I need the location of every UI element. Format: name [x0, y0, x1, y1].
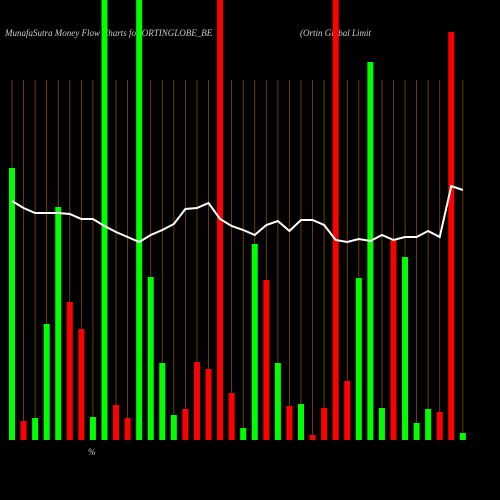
bar	[78, 329, 85, 440]
bar	[378, 408, 385, 440]
bar	[32, 418, 39, 440]
bar	[436, 412, 443, 440]
bar	[309, 435, 316, 440]
bar	[101, 0, 108, 440]
bar	[170, 415, 177, 440]
bar	[367, 62, 374, 440]
bar	[55, 207, 62, 440]
bar	[240, 428, 247, 440]
bar	[459, 433, 466, 440]
bar	[205, 369, 212, 440]
bar	[43, 324, 50, 440]
bar	[9, 168, 15, 440]
bar	[66, 302, 73, 440]
note: %	[88, 447, 96, 457]
bar	[251, 244, 258, 440]
bar	[274, 363, 281, 440]
bar	[286, 406, 293, 440]
bar	[193, 362, 200, 440]
line	[11, 184, 464, 244]
chart-title: MunafaSutra Money Flow Charts for ORTING…	[4, 28, 213, 38]
bar	[355, 278, 362, 440]
bar	[147, 277, 154, 440]
bar	[425, 409, 432, 440]
bar	[413, 423, 420, 440]
bar	[448, 32, 455, 440]
bar	[136, 0, 143, 440]
bar	[263, 280, 270, 440]
bar	[182, 409, 189, 440]
bar	[390, 240, 397, 440]
bar	[321, 408, 328, 440]
bar	[113, 405, 120, 440]
bar	[124, 418, 131, 440]
bar	[298, 404, 304, 440]
bar	[89, 417, 96, 440]
bar	[402, 257, 409, 440]
bar	[228, 393, 235, 440]
bar	[159, 363, 166, 440]
bar	[332, 0, 339, 440]
bar	[344, 381, 351, 440]
bar	[20, 421, 27, 440]
